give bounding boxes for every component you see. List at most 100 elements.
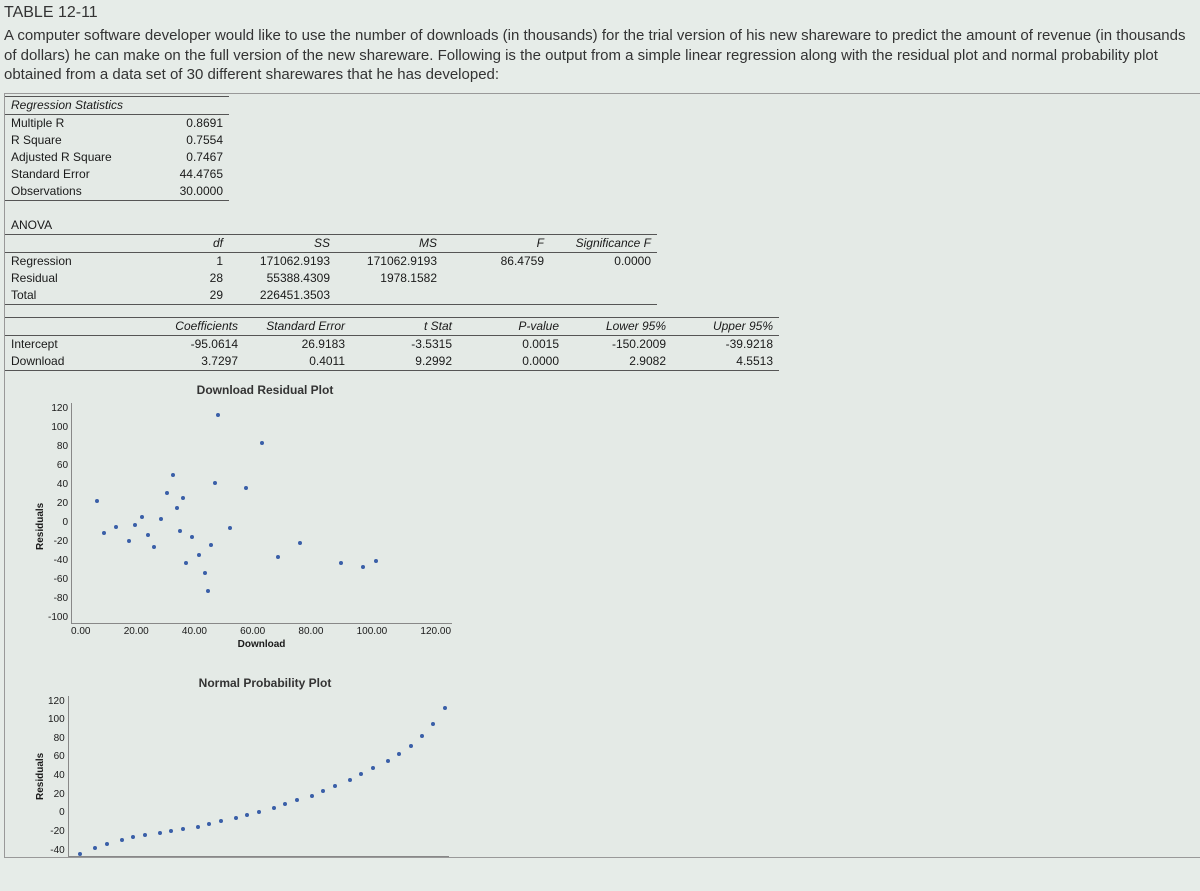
residual-plot-ylabel: Residuals [35,403,46,650]
data-point [420,734,424,738]
data-point [257,810,261,814]
data-point [397,752,401,756]
stat-value: 0.8691 [137,114,229,132]
data-point [359,772,363,776]
data-point [171,473,175,477]
data-point [228,526,232,530]
anova-header: Significance F [550,234,657,252]
data-point [213,481,217,485]
data-point [443,706,447,710]
data-point [209,543,213,547]
anova-row: Residual2855388.43091978.1582 [5,270,657,287]
npp-area [68,696,449,857]
residual-plot-title: Download Residual Plot [35,383,495,397]
data-point [127,539,131,543]
anova-row: Regression1171062.9193171062.919386.4759… [5,252,657,270]
data-point [386,759,390,763]
stat-value: 0.7467 [137,149,229,166]
regression-output: Regression Statistics Multiple R0.8691R … [4,93,1200,858]
data-point [102,531,106,535]
problem-text: A computer software developer would like… [4,26,1196,85]
data-point [234,816,238,820]
normal-probability-plot: Normal Probability Plot Residuals 120100… [35,676,495,857]
data-point [95,499,99,503]
anova-header: F [443,234,550,252]
data-point [244,486,248,490]
data-point [374,559,378,563]
data-point [159,517,163,521]
anova-header: df [137,234,229,252]
data-point [321,789,325,793]
data-point [283,802,287,806]
residual-plot-area [71,403,452,624]
regression-stats-table: Regression Statistics Multiple R0.8691R … [5,96,229,201]
data-point [207,822,211,826]
data-point [298,541,302,545]
anova-title: ANOVA [5,217,137,235]
npp-title: Normal Probability Plot [35,676,495,690]
stat-label: Standard Error [5,166,137,183]
data-point [178,529,182,533]
data-point [219,819,223,823]
data-point [196,825,200,829]
data-point [295,798,299,802]
data-point [133,523,137,527]
anova-table: ANOVA dfSSMSFSignificance F Regression11… [5,217,657,305]
anova-header [5,234,137,252]
data-point [260,441,264,445]
data-point [431,722,435,726]
data-point [203,571,207,575]
coef-header: Lower 95% [565,317,672,335]
data-point [197,553,201,557]
data-point [339,561,343,565]
anova-header: SS [229,234,336,252]
data-point [152,545,156,549]
data-point [143,833,147,837]
coef-header: Coefficients [137,317,244,335]
anova-header: MS [336,234,443,252]
data-point [245,813,249,817]
table-label: TABLE 12-11 [4,4,1196,22]
data-point [120,838,124,842]
data-point [190,535,194,539]
stat-label: Observations [5,183,137,201]
stat-value: 30.0000 [137,183,229,201]
coef-header: Standard Error [244,317,351,335]
data-point [165,491,169,495]
data-point [310,794,314,798]
stat-value: 44.4765 [137,166,229,183]
data-point [131,835,135,839]
residual-plot-yticks: 120100806040200-20-40-60-80-100 [48,403,71,623]
npp-yticks: 120100806040200-20-40 [48,696,68,856]
coef-header: t Stat [351,317,458,335]
data-point [78,852,82,856]
coef-header: Upper 95% [672,317,779,335]
stat-label: R Square [5,132,137,149]
data-point [181,827,185,831]
data-point [184,561,188,565]
coef-header [5,317,137,335]
coef-row: Intercept-95.061426.9183-3.53150.0015-15… [5,335,779,353]
residual-plot: Download Residual Plot Residuals 1201008… [35,383,495,650]
data-point [181,496,185,500]
data-point [175,506,179,510]
coef-header: P-value [458,317,565,335]
data-point [158,831,162,835]
data-point [371,766,375,770]
stat-value: 0.7554 [137,132,229,149]
data-point [140,515,144,519]
stat-label: Multiple R [5,114,137,132]
residual-plot-xticks: 0.0020.0040.0060.0080.00100.00120.00 [71,626,451,637]
anova-row: Total29226451.3503 [5,287,657,305]
stat-label: Adjusted R Square [5,149,137,166]
data-point [276,555,280,559]
residual-plot-xlabel: Download [71,639,452,650]
data-point [361,565,365,569]
data-point [216,413,220,417]
data-point [146,533,150,537]
data-point [206,589,210,593]
coef-row: Download3.72970.40119.29920.00002.90824.… [5,353,779,371]
problem-header: TABLE 12-11 A computer software develope… [4,4,1196,85]
coefficients-table: CoefficientsStandard Errort StatP-valueL… [5,317,779,371]
npp-ylabel: Residuals [35,696,46,857]
